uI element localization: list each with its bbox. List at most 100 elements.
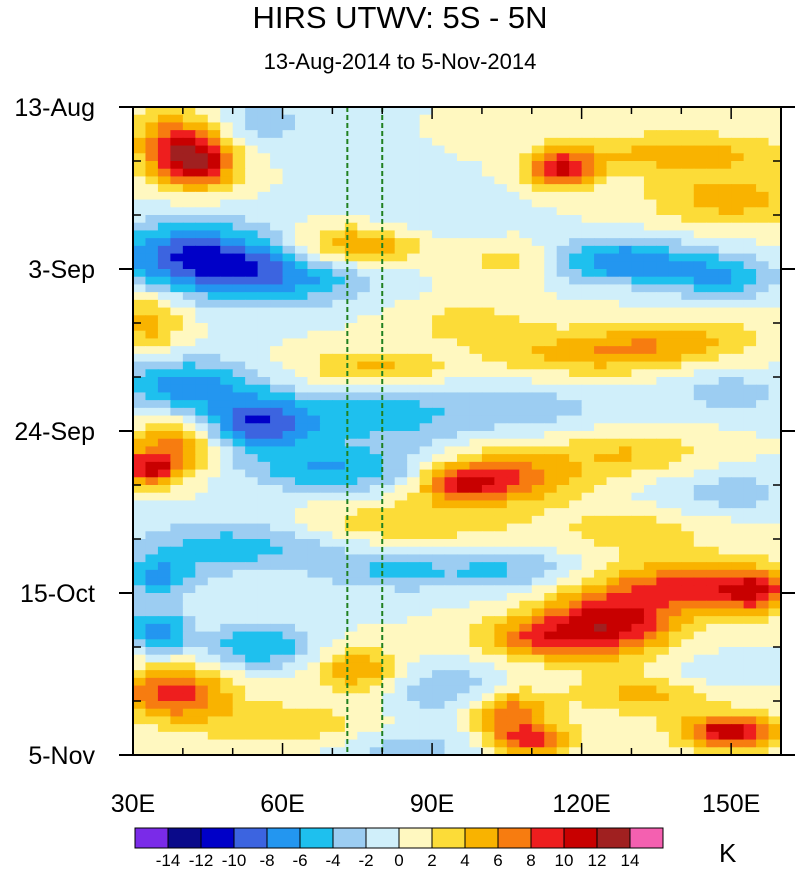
heatmap-cell xyxy=(232,145,246,154)
heatmap-cell xyxy=(195,708,209,718)
heatmap-cell xyxy=(581,593,595,602)
heatmap-cell xyxy=(481,392,495,401)
heatmap-cell xyxy=(157,739,171,748)
heatmap-cell xyxy=(556,168,570,178)
heatmap-cell xyxy=(220,161,234,170)
heatmap-cell xyxy=(257,446,271,455)
heatmap-cell xyxy=(369,338,383,347)
heatmap-cell xyxy=(332,199,346,208)
heatmap-cell xyxy=(432,724,446,733)
heatmap-cell xyxy=(606,724,620,733)
heatmap-cell xyxy=(432,546,446,556)
heatmap-cell xyxy=(282,191,296,201)
heatmap-cell xyxy=(606,454,620,463)
heatmap-cell xyxy=(232,693,246,702)
heatmap-cell xyxy=(693,431,707,440)
heatmap-cell xyxy=(195,107,209,116)
heatmap-cell xyxy=(743,400,757,409)
heatmap-cell xyxy=(481,446,495,455)
heatmap-cell xyxy=(444,569,458,579)
heatmap-cell xyxy=(419,654,433,664)
heatmap-cell xyxy=(668,338,682,347)
heatmap-cell xyxy=(494,562,508,571)
heatmap-cell xyxy=(668,747,682,755)
heatmap-cell xyxy=(220,577,234,586)
heatmap-cell xyxy=(506,392,520,401)
heatmap-cell xyxy=(357,284,371,293)
heatmap-cell xyxy=(718,639,732,648)
heatmap-cell xyxy=(619,153,633,162)
heatmap-cell xyxy=(407,662,421,671)
heatmap-cell xyxy=(157,122,171,131)
heatmap-cell xyxy=(606,330,620,340)
heatmap-cell xyxy=(756,253,770,262)
heatmap-cell xyxy=(556,222,570,232)
heatmap-cell xyxy=(656,353,670,363)
heatmap-cell xyxy=(519,245,533,255)
heatmap-cell xyxy=(544,724,558,733)
heatmap-cell xyxy=(195,577,209,586)
heatmap-cell xyxy=(145,215,159,224)
heatmap-cell xyxy=(569,477,583,486)
heatmap-cell xyxy=(369,323,383,332)
heatmap-cell xyxy=(569,377,583,386)
heatmap-cell xyxy=(706,670,720,679)
heatmap-cell xyxy=(207,546,221,556)
heatmap-cell xyxy=(170,253,184,262)
heatmap-cell xyxy=(170,623,184,633)
heatmap-cell xyxy=(295,608,309,617)
heatmap-cell xyxy=(444,315,458,324)
heatmap-cell xyxy=(731,531,745,540)
heatmap-cell xyxy=(257,191,271,201)
heatmap-cell xyxy=(444,307,458,316)
heatmap-cell xyxy=(506,461,520,471)
heatmap-cell xyxy=(756,577,770,586)
heatmap-cell xyxy=(457,238,471,247)
heatmap-cell xyxy=(444,647,458,656)
heatmap-cell xyxy=(407,647,421,656)
heatmap-cell xyxy=(756,685,770,694)
heatmap-cell xyxy=(594,454,608,463)
heatmap-cell xyxy=(257,431,271,440)
heatmap-cell xyxy=(270,353,284,363)
heatmap-cell xyxy=(544,122,558,131)
heatmap-cell xyxy=(444,269,458,278)
heatmap-cell xyxy=(419,338,433,347)
heatmap-cell xyxy=(432,153,446,162)
heatmap-cell xyxy=(257,377,271,386)
heatmap-cell xyxy=(768,477,781,486)
heatmap-cell xyxy=(718,400,732,409)
heatmap-cell xyxy=(531,585,545,594)
heatmap-cell xyxy=(394,114,408,124)
heatmap-cell xyxy=(481,338,495,347)
heatmap-cell xyxy=(257,515,271,525)
heatmap-cell xyxy=(145,554,159,563)
heatmap-cell xyxy=(569,731,583,741)
heatmap-cell xyxy=(556,485,570,494)
heatmap-cell xyxy=(731,485,745,494)
heatmap-cell xyxy=(606,631,620,640)
heatmap-cell xyxy=(631,107,645,116)
heatmap-cell xyxy=(681,199,695,208)
heatmap-cell xyxy=(681,454,695,463)
heatmap-cell xyxy=(506,701,520,710)
heatmap-cell xyxy=(569,361,583,370)
heatmap-cell xyxy=(394,153,408,162)
heatmap-cell xyxy=(369,461,383,471)
heatmap-cell xyxy=(581,407,595,417)
heatmap-cell xyxy=(145,600,159,610)
heatmap-cell xyxy=(332,569,346,579)
heatmap-cell xyxy=(270,230,284,239)
heatmap-cell xyxy=(581,631,595,640)
heatmap-cell xyxy=(232,554,246,563)
heatmap-cell xyxy=(581,577,595,586)
heatmap-cell xyxy=(195,284,209,293)
heatmap-cell xyxy=(344,276,358,286)
heatmap-cell xyxy=(207,461,221,471)
heatmap-cell xyxy=(457,114,471,124)
heatmap-cell xyxy=(556,523,570,532)
heatmap-cell xyxy=(295,515,309,525)
heatmap-cell xyxy=(693,145,707,154)
heatmap-cell xyxy=(531,145,545,154)
heatmap-cell xyxy=(756,623,770,633)
